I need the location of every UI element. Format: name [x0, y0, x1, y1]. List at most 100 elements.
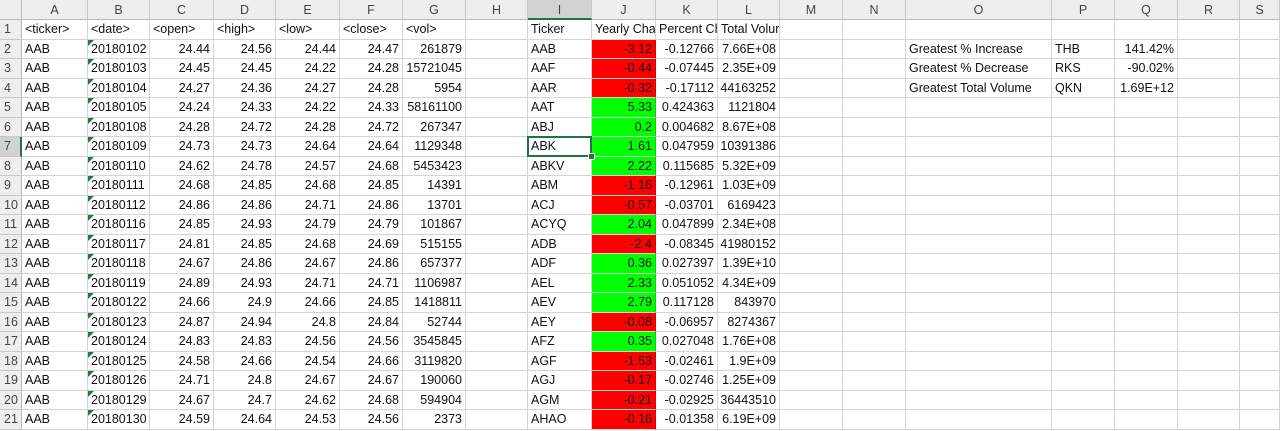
cell-h11[interactable] — [466, 215, 528, 235]
cell-c15[interactable]: 24.66 — [150, 293, 214, 313]
cell-e16[interactable]: 24.8 — [276, 312, 340, 332]
cell-h8[interactable] — [466, 156, 528, 176]
column-header-q[interactable]: Q — [1115, 0, 1178, 20]
cell-k6[interactable]: 0.004682 — [656, 117, 718, 137]
cell-p8[interactable] — [1052, 156, 1115, 176]
cell-d7[interactable]: 24.73 — [214, 137, 276, 157]
cell-a9[interactable]: AAB — [22, 176, 88, 196]
cell-i7[interactable]: ABK — [528, 137, 592, 157]
cell-i1[interactable]: Ticker — [528, 20, 592, 40]
column-header-f[interactable]: F — [340, 0, 403, 20]
cell-k10[interactable]: -0.03701 — [656, 195, 718, 215]
cell-l16[interactable]: 8274367 — [718, 312, 780, 332]
cell-s8[interactable] — [1240, 156, 1280, 176]
cell-f6[interactable]: 24.72 — [340, 117, 403, 137]
column-header-c[interactable]: C — [150, 0, 214, 20]
cell-s21[interactable] — [1240, 410, 1280, 430]
cell-c16[interactable]: 24.87 — [150, 312, 214, 332]
row-header[interactable]: 17 — [0, 332, 22, 352]
cell-c12[interactable]: 24.81 — [150, 234, 214, 254]
cell-r16[interactable] — [1178, 312, 1240, 332]
cell-b2[interactable]: 20180102 — [88, 39, 150, 59]
cell-n6[interactable] — [843, 117, 906, 137]
cell-a12[interactable]: AAB — [22, 234, 88, 254]
cell-f21[interactable]: 24.56 — [340, 410, 403, 430]
cell-g2[interactable]: 261879 — [403, 39, 466, 59]
column-header-i[interactable]: I — [528, 0, 592, 20]
cell-b5[interactable]: 20180105 — [88, 98, 150, 118]
cell-e15[interactable]: 24.66 — [276, 293, 340, 313]
cell-j6[interactable]: 0.2 — [592, 117, 656, 137]
cell-d11[interactable]: 24.93 — [214, 215, 276, 235]
cell-l20[interactable]: 36443510 — [718, 390, 780, 410]
cell-d4[interactable]: 24.36 — [214, 78, 276, 98]
cell-c18[interactable]: 24.58 — [150, 351, 214, 371]
cell-d9[interactable]: 24.85 — [214, 176, 276, 196]
cell-g21[interactable]: 2373 — [403, 410, 466, 430]
cell-g11[interactable]: 101867 — [403, 215, 466, 235]
cell-e20[interactable]: 24.62 — [276, 390, 340, 410]
cell-m19[interactable] — [780, 371, 843, 391]
cell-n2[interactable] — [843, 39, 906, 59]
cell-d13[interactable]: 24.86 — [214, 254, 276, 274]
cell-s15[interactable] — [1240, 293, 1280, 313]
cell-m13[interactable] — [780, 254, 843, 274]
cell-p7[interactable] — [1052, 137, 1115, 157]
cell-r19[interactable] — [1178, 371, 1240, 391]
cell-q12[interactable] — [1115, 234, 1178, 254]
cell-m3[interactable] — [780, 59, 843, 79]
cell-j21[interactable]: -0.16 — [592, 410, 656, 430]
cell-q16[interactable] — [1115, 312, 1178, 332]
cell-n17[interactable] — [843, 332, 906, 352]
cell-i20[interactable]: AGM — [528, 390, 592, 410]
cell-f10[interactable]: 24.86 — [340, 195, 403, 215]
cell-q19[interactable] — [1115, 371, 1178, 391]
cell-p4[interactable]: QKN — [1052, 78, 1115, 98]
cell-d2[interactable]: 24.56 — [214, 39, 276, 59]
cell-n14[interactable] — [843, 273, 906, 293]
cell-s2[interactable] — [1240, 39, 1280, 59]
row-header[interactable]: 19 — [0, 371, 22, 391]
cell-j19[interactable]: -0.17 — [592, 371, 656, 391]
row-header[interactable]: 6 — [0, 117, 22, 137]
cell-k21[interactable]: -0.01358 — [656, 410, 718, 430]
cell-a2[interactable]: AAB — [22, 39, 88, 59]
column-header-g[interactable]: G — [403, 0, 466, 20]
cell-f1[interactable]: <close> — [340, 20, 403, 40]
cell-k16[interactable]: -0.06957 — [656, 312, 718, 332]
row-header[interactable]: 18 — [0, 351, 22, 371]
cell-a17[interactable]: AAB — [22, 332, 88, 352]
cell-i3[interactable]: AAF — [528, 59, 592, 79]
cell-i18[interactable]: AGF — [528, 351, 592, 371]
cell-p11[interactable] — [1052, 215, 1115, 235]
cell-m17[interactable] — [780, 332, 843, 352]
cell-q13[interactable] — [1115, 254, 1178, 274]
cell-n18[interactable] — [843, 351, 906, 371]
cell-l10[interactable]: 6169423 — [718, 195, 780, 215]
cell-n20[interactable] — [843, 390, 906, 410]
cell-c14[interactable]: 24.89 — [150, 273, 214, 293]
cell-b17[interactable]: 20180124 — [88, 332, 150, 352]
cell-n11[interactable] — [843, 215, 906, 235]
cell-e13[interactable]: 24.67 — [276, 254, 340, 274]
cell-j1[interactable]: Yearly Change — [592, 20, 656, 40]
cell-l5[interactable]: 1121804 — [718, 98, 780, 118]
cell-a13[interactable]: AAB — [22, 254, 88, 274]
cell-o10[interactable] — [906, 195, 1052, 215]
cell-b16[interactable]: 20180123 — [88, 312, 150, 332]
cell-e1[interactable]: <low> — [276, 20, 340, 40]
cell-b21[interactable]: 20180130 — [88, 410, 150, 430]
cell-j7[interactable]: 1.61 — [592, 137, 656, 157]
cell-p2[interactable]: THB — [1052, 39, 1115, 59]
cell-q18[interactable] — [1115, 351, 1178, 371]
cell-p15[interactable] — [1052, 293, 1115, 313]
cell-l7[interactable]: 10391386 — [718, 137, 780, 157]
row-header[interactable]: 16 — [0, 312, 22, 332]
cell-r7[interactable] — [1178, 137, 1240, 157]
row-header[interactable]: 10 — [0, 195, 22, 215]
cell-q5[interactable] — [1115, 98, 1178, 118]
cell-q8[interactable] — [1115, 156, 1178, 176]
cell-f11[interactable]: 24.79 — [340, 215, 403, 235]
cell-m9[interactable] — [780, 176, 843, 196]
cell-j16[interactable]: -0.08 — [592, 312, 656, 332]
